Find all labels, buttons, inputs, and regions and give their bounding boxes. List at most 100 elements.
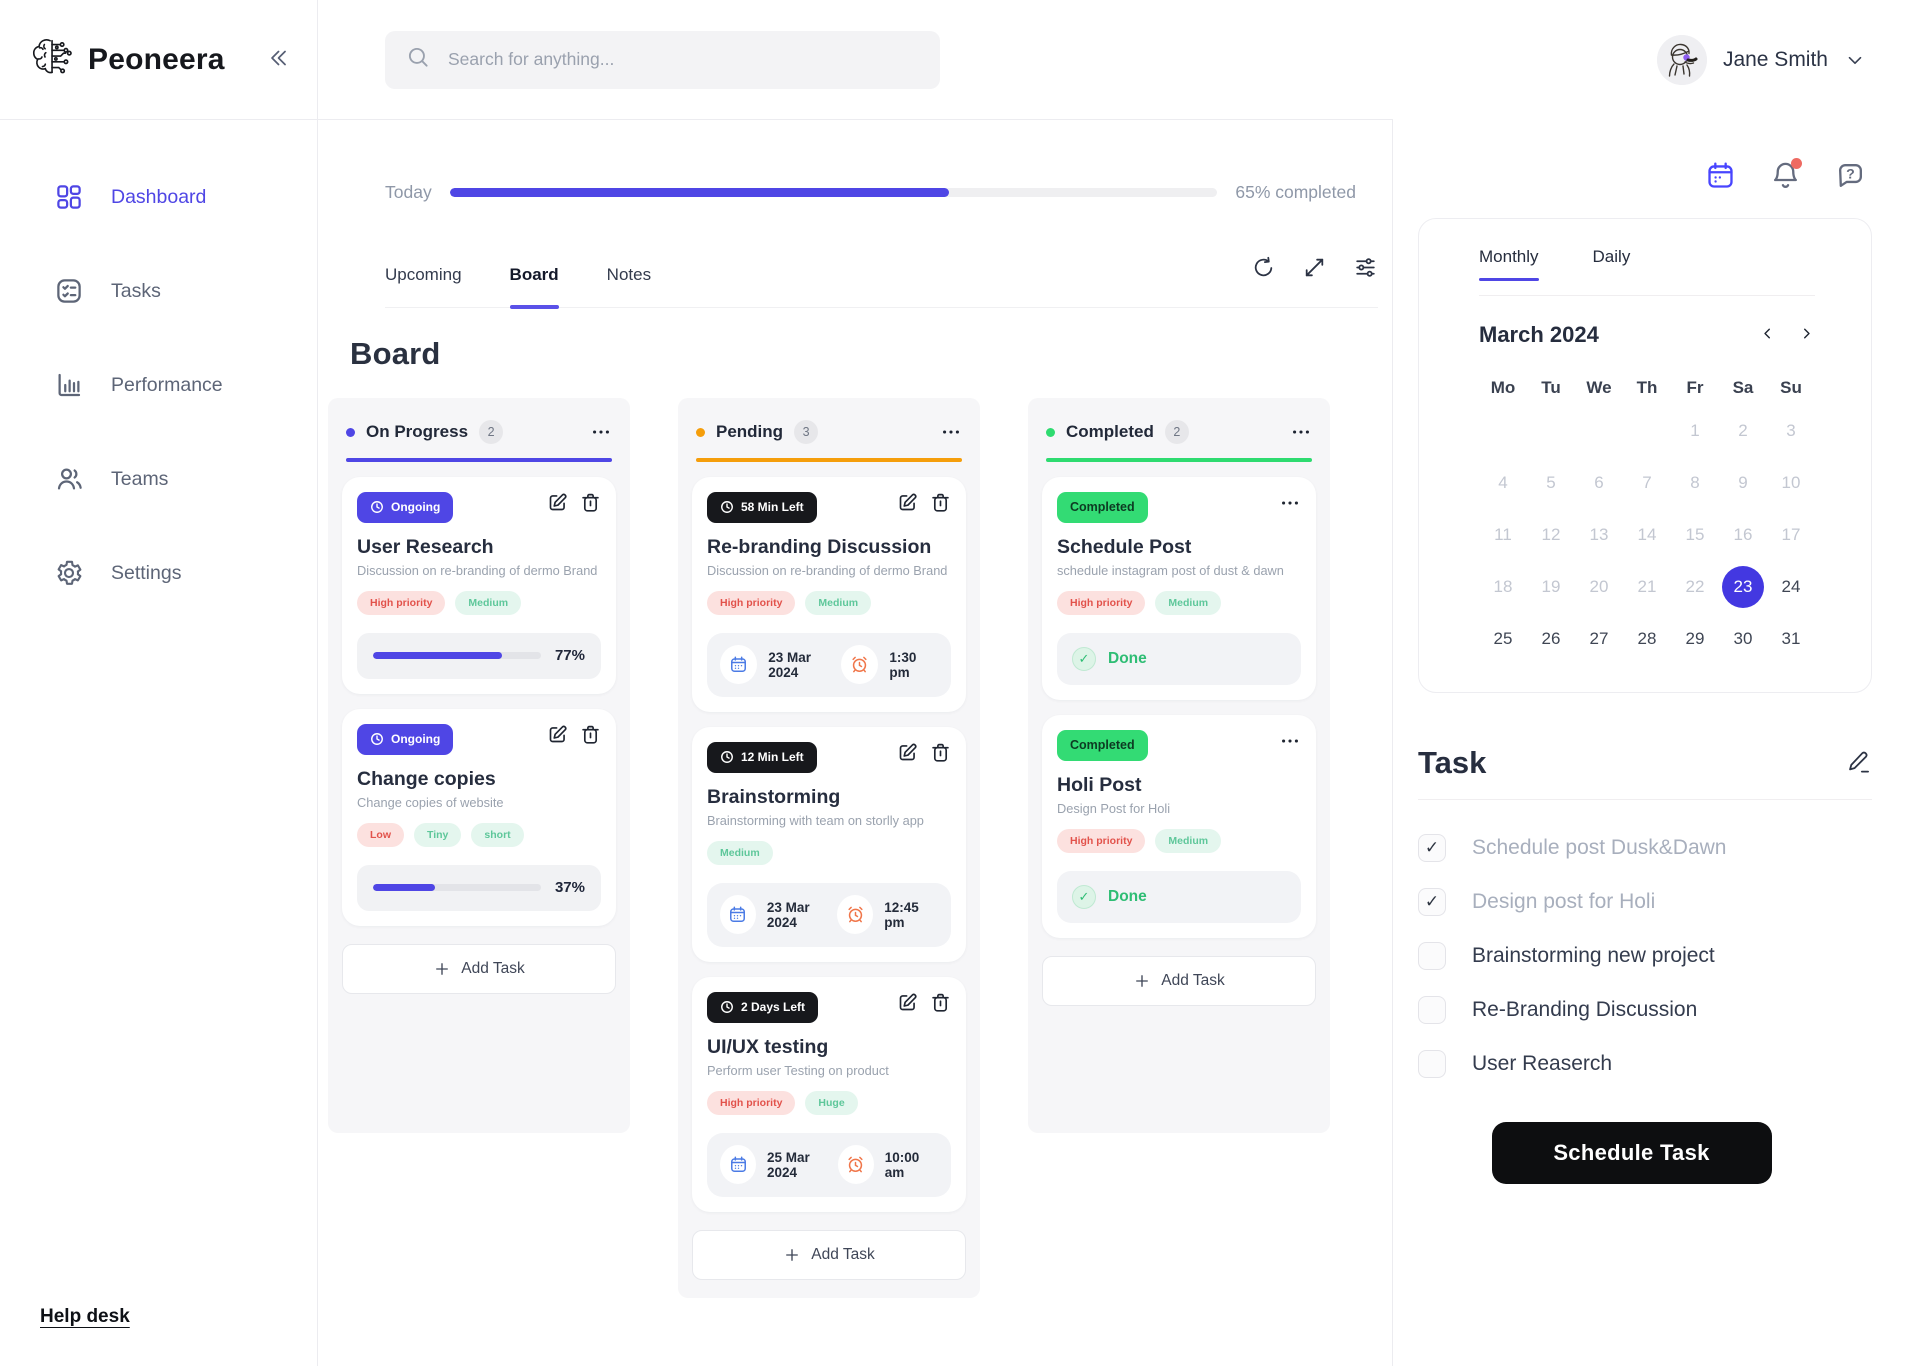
card-date: 25 Mar 2024 [720,1145,838,1184]
calendar-day-4[interactable]: 4 [1479,460,1527,506]
sidebar-item-performance[interactable]: Performance [54,370,317,400]
edit-card-button[interactable] [547,724,568,745]
task-card[interactable]: 58 Min Left Re-branding Discussion Discuss… [692,476,966,712]
delete-card-button[interactable] [580,492,601,513]
column-menu-button[interactable] [590,421,612,443]
calendar-day-30[interactable]: 30 [1719,616,1767,662]
tag-medium: Medium [707,840,773,865]
sidebar-collapse-button[interactable] [265,45,291,74]
calendar-day-11[interactable]: 11 [1479,512,1527,558]
calendar-day-15[interactable]: 15 [1671,512,1719,558]
checkbox-checked-icon[interactable]: ✓ [1418,834,1446,862]
task-card[interactable]: 2 Days Left UI/UX testing Perform user Tes… [692,976,966,1212]
calendar-tab-monthly[interactable]: Monthly [1479,247,1539,281]
calendar-day-31[interactable]: 31 [1767,616,1815,662]
help-desk-link[interactable]: Help desk [40,1306,130,1327]
calendar-day-23[interactable]: 23 [1719,564,1767,610]
card-menu-button[interactable] [1279,730,1301,752]
calendar-day-10[interactable]: 10 [1767,460,1815,506]
next-month-button[interactable] [1798,325,1815,345]
calendar-day-28[interactable]: 28 [1623,616,1671,662]
task-card[interactable]: Completed Schedule Post schedule instagram… [1042,476,1316,700]
task-card[interactable]: 12 Min Left Brainstorming Brainstorming wi… [692,726,966,962]
add-task-button[interactable]: Add Task [692,1229,966,1280]
task-checklist-item[interactable]: ✓ Design post for Holi [1418,888,1872,916]
task-checklist-item[interactable]: ✓ Schedule post Dusk&Dawn [1418,834,1872,862]
calendar-day-17[interactable]: 17 [1767,512,1815,558]
filter-button[interactable] [1353,255,1378,283]
calendar-day-16[interactable]: 16 [1719,512,1767,558]
card-menu-button[interactable] [1279,492,1301,514]
checkbox-icon[interactable] [1418,1050,1446,1078]
tab-upcoming[interactable]: Upcoming [385,265,462,284]
edit-card-button[interactable] [897,492,918,513]
task-checklist-item[interactable]: User Reaserch [1418,1050,1872,1078]
column-menu-button[interactable] [940,421,962,443]
calendar-day-5[interactable]: 5 [1527,460,1575,506]
clock-icon [370,732,384,746]
add-task-button[interactable]: Add Task [1042,955,1316,1006]
calendar-day-19[interactable]: 19 [1527,564,1575,610]
task-checklist-item[interactable]: Re-Branding Discussion [1418,996,1872,1024]
add-task-button[interactable]: Add Task [342,943,616,994]
help-button[interactable]: ? [1835,160,1866,194]
calendar-day-number: 14 [1637,525,1657,544]
task-card[interactable]: Completed Holi Post Design Post for Holi Hi… [1042,714,1316,938]
schedule-task-button[interactable]: Schedule Task [1491,1122,1772,1184]
calendar-day-13[interactable]: 13 [1575,512,1623,558]
search-box[interactable] [385,30,940,89]
search-input[interactable] [448,49,920,70]
edit-card-button[interactable] [547,492,568,513]
tab-notes[interactable]: Notes [606,265,652,284]
calendar-day-14[interactable]: 14 [1623,512,1671,558]
column-accent-rule [696,458,962,462]
calendar-day-9[interactable]: 9 [1719,460,1767,506]
edit-card-button[interactable] [897,992,918,1013]
edit-card-button[interactable] [897,742,918,763]
sidebar-item-dashboard[interactable]: Dashboard [54,182,317,212]
calendar-day-24[interactable]: 24 [1767,564,1815,610]
calendar-day-7[interactable]: 7 [1623,460,1671,506]
card-progress-label: 37% [554,879,585,896]
chevron-down-icon[interactable] [1844,49,1866,71]
calendar-day-1[interactable]: 1 [1671,408,1719,454]
delete-card-button[interactable] [930,742,951,763]
calendar-day-21[interactable]: 21 [1623,564,1671,610]
task-card[interactable]: Ongoing User Research Discussion on re-bra… [342,476,616,694]
calendar-day-6[interactable]: 6 [1575,460,1623,506]
delete-card-button[interactable] [930,992,951,1013]
avatar[interactable] [1656,35,1707,85]
calendar-day-12[interactable]: 12 [1527,512,1575,558]
delete-card-button[interactable] [930,492,951,513]
calendar-day-26[interactable]: 26 [1527,616,1575,662]
calendar-day-8[interactable]: 8 [1671,460,1719,506]
checkbox-icon[interactable] [1418,942,1446,970]
edit-tasks-button[interactable] [1845,748,1872,778]
calendar-day-22[interactable]: 22 [1671,564,1719,610]
trash-icon [580,492,601,513]
checkbox-icon[interactable] [1418,996,1446,1024]
delete-card-button[interactable] [580,724,601,745]
sidebar-item-settings[interactable]: Settings [54,558,317,588]
calendar-day-3[interactable]: 3 [1767,408,1815,454]
column-menu-button[interactable] [1290,421,1312,443]
task-card[interactable]: Ongoing Change copies Change copies of web… [342,708,616,926]
tab-board[interactable]: Board [509,265,559,309]
calendar-day-18[interactable]: 18 [1479,564,1527,610]
calendar-tab-daily[interactable]: Daily [1592,247,1631,266]
calendar-day-20[interactable]: 20 [1575,564,1623,610]
refresh-button[interactable] [1251,255,1276,283]
calendar-day-29[interactable]: 29 [1671,616,1719,662]
expand-button[interactable] [1302,255,1327,283]
calendar-day-2[interactable]: 2 [1719,408,1767,454]
prev-month-button[interactable] [1759,325,1776,345]
calendar-day-27[interactable]: 27 [1575,616,1623,662]
checkbox-checked-icon[interactable]: ✓ [1418,888,1446,916]
sidebar-item-tasks[interactable]: Tasks [54,276,317,306]
calendar-shortcut-button[interactable] [1705,160,1736,194]
task-checklist-item[interactable]: Brainstorming new project [1418,942,1872,970]
sidebar-item-teams[interactable]: Teams [54,464,317,494]
card-title: Holi Post [1057,773,1142,796]
calendar-day-25[interactable]: 25 [1479,616,1527,662]
notifications-button[interactable] [1770,158,1802,194]
